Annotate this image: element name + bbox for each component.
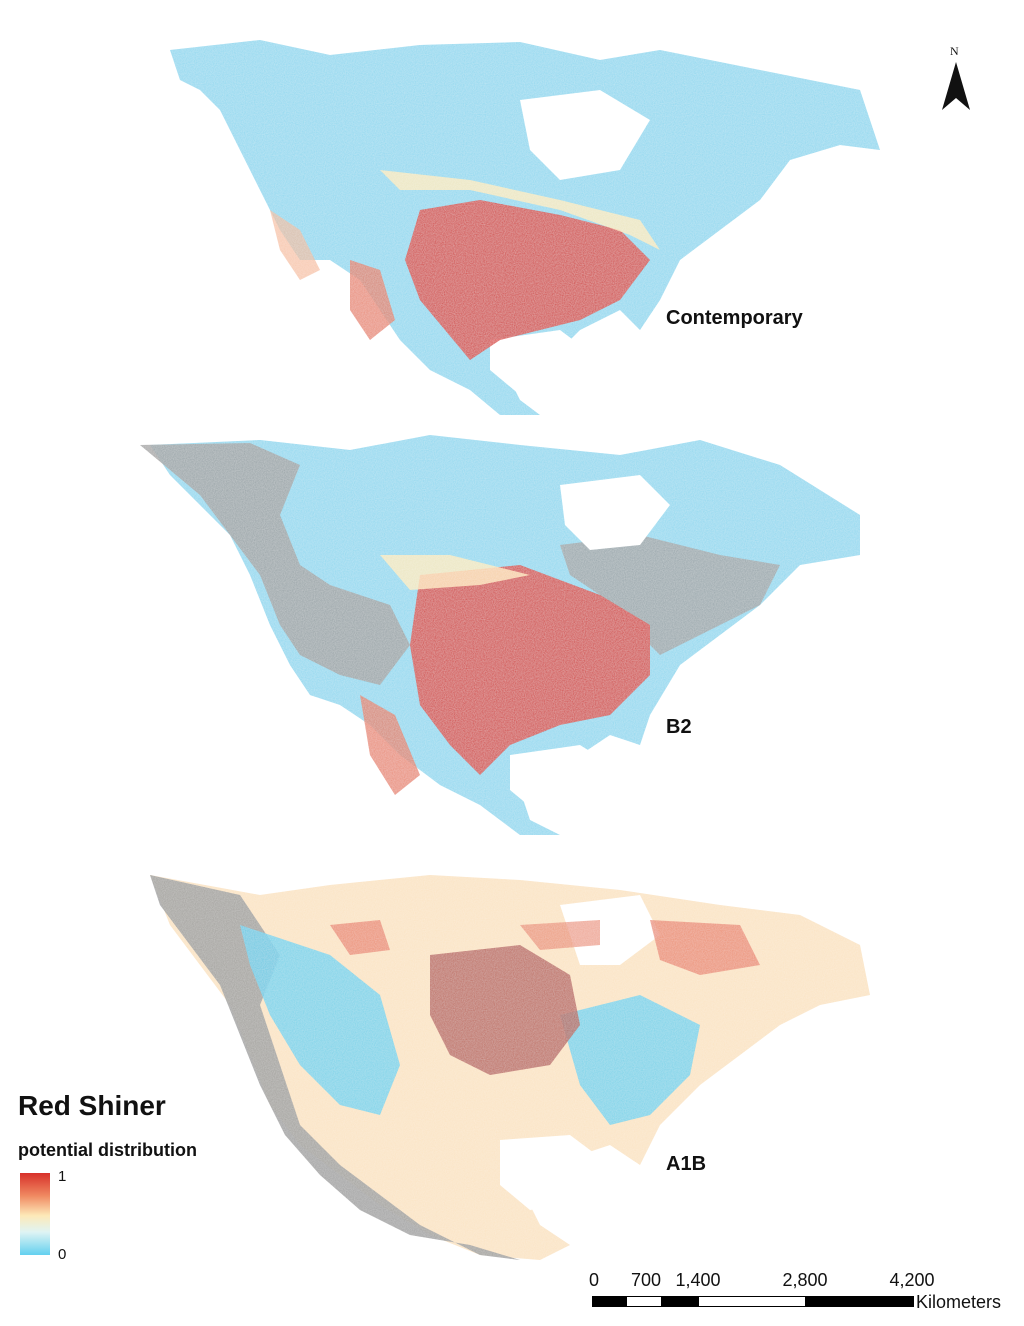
legend-title: Red Shiner xyxy=(18,1090,166,1121)
panel-label-contemporary: Contemporary xyxy=(666,307,803,329)
scale-bar xyxy=(592,1296,914,1307)
gray-masked-region xyxy=(140,443,410,685)
map-a1b xyxy=(150,875,870,1260)
high-suitability-core xyxy=(430,945,580,1075)
panel-label-b2: B2 xyxy=(666,716,692,738)
high-suitability-region xyxy=(410,565,650,775)
north-label: N xyxy=(950,44,959,58)
blue-low-region-east xyxy=(560,995,700,1125)
gulf-of-mexico xyxy=(490,330,600,395)
legend-subtitle: potential distribution xyxy=(18,1140,197,1160)
scale-tick-4: 4,200 xyxy=(889,1270,935,1290)
map-contemporary xyxy=(170,40,880,415)
gray-masked-east xyxy=(560,535,780,655)
scale-tick-1: 700 xyxy=(630,1270,662,1290)
gray-masked-region xyxy=(150,875,520,1260)
scale-tick-2: 1,400 xyxy=(675,1270,721,1290)
hudson-bay xyxy=(560,895,660,965)
scale-tick-0: 0 xyxy=(588,1270,600,1290)
blue-low-region-west xyxy=(240,925,400,1115)
legend-max-label: 1 xyxy=(58,1168,67,1185)
scale-unit: Kilometers xyxy=(916,1292,1002,1312)
high-suitability-region xyxy=(405,200,650,360)
map-b2 xyxy=(140,435,860,835)
legend-min-label: 0 xyxy=(58,1246,67,1263)
hudson-bay xyxy=(520,90,650,180)
gulf-of-mexico xyxy=(500,1135,610,1210)
mid-suitability-band xyxy=(380,170,660,250)
legend-color-ramp xyxy=(20,1173,50,1255)
gulf-of-mexico xyxy=(510,745,620,815)
scale-tick-3: 2,800 xyxy=(782,1270,828,1290)
panel-label-a1b: A1B xyxy=(666,1153,707,1175)
north-arrow-icon xyxy=(942,62,970,110)
hudson-bay xyxy=(560,475,670,550)
